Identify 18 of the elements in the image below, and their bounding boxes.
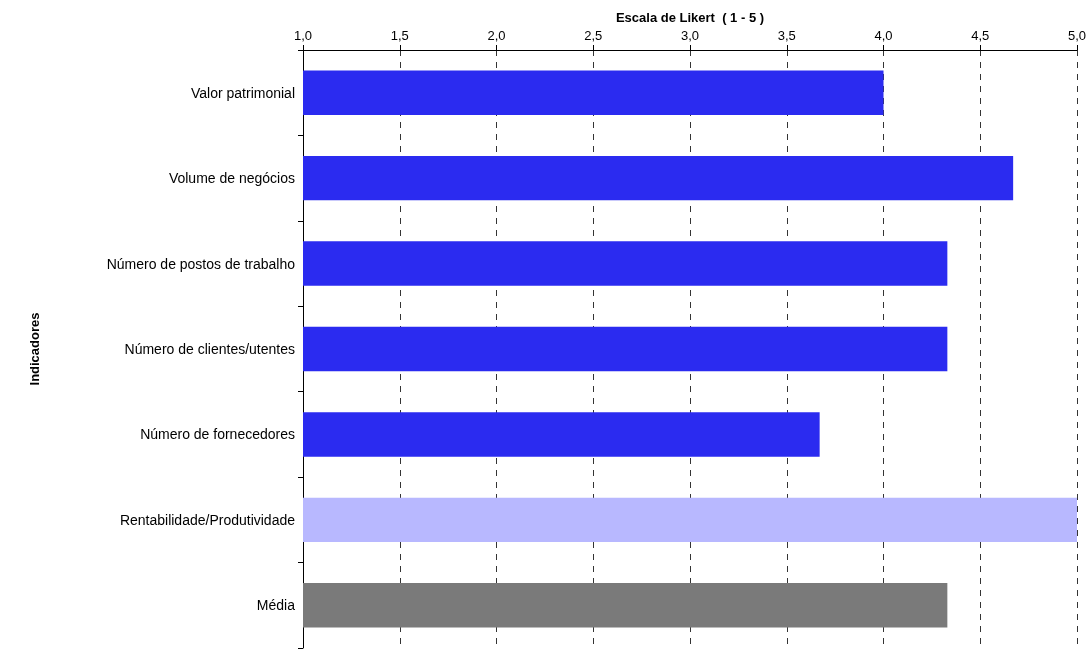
x-tick-label: 2,0 bbox=[487, 28, 506, 43]
x-tick-label: 2,5 bbox=[584, 28, 603, 43]
y-tick-label: Rentabilidade/Produtividade bbox=[119, 511, 296, 528]
x-axis-title: Escala de Likert ( 1 - 5 ) bbox=[615, 10, 765, 25]
y-tick-label: Valor patrimonial bbox=[190, 84, 295, 101]
y-axis-title: Indicadores bbox=[27, 312, 42, 386]
y-tick-label: Número de fornecedores bbox=[140, 426, 295, 443]
y-tick-label: Volume de negócios bbox=[168, 170, 295, 187]
x-tick-label: 4,5 bbox=[971, 28, 990, 43]
y-tick-label: Média bbox=[256, 597, 296, 614]
x-tick-label: 4,0 bbox=[874, 28, 893, 43]
x-tick-label: 3,5 bbox=[777, 28, 796, 43]
x-tick-label: 1,5 bbox=[390, 28, 409, 43]
y-tick-label: Número de clientes/utentes bbox=[124, 341, 295, 357]
x-tick-label: 3,0 bbox=[680, 28, 700, 43]
x-tick-label: 5,0 bbox=[1067, 28, 1087, 43]
y-tick-label: Número de postos de trabalho bbox=[106, 255, 296, 272]
x-tick-label: 1,0 bbox=[293, 28, 313, 43]
